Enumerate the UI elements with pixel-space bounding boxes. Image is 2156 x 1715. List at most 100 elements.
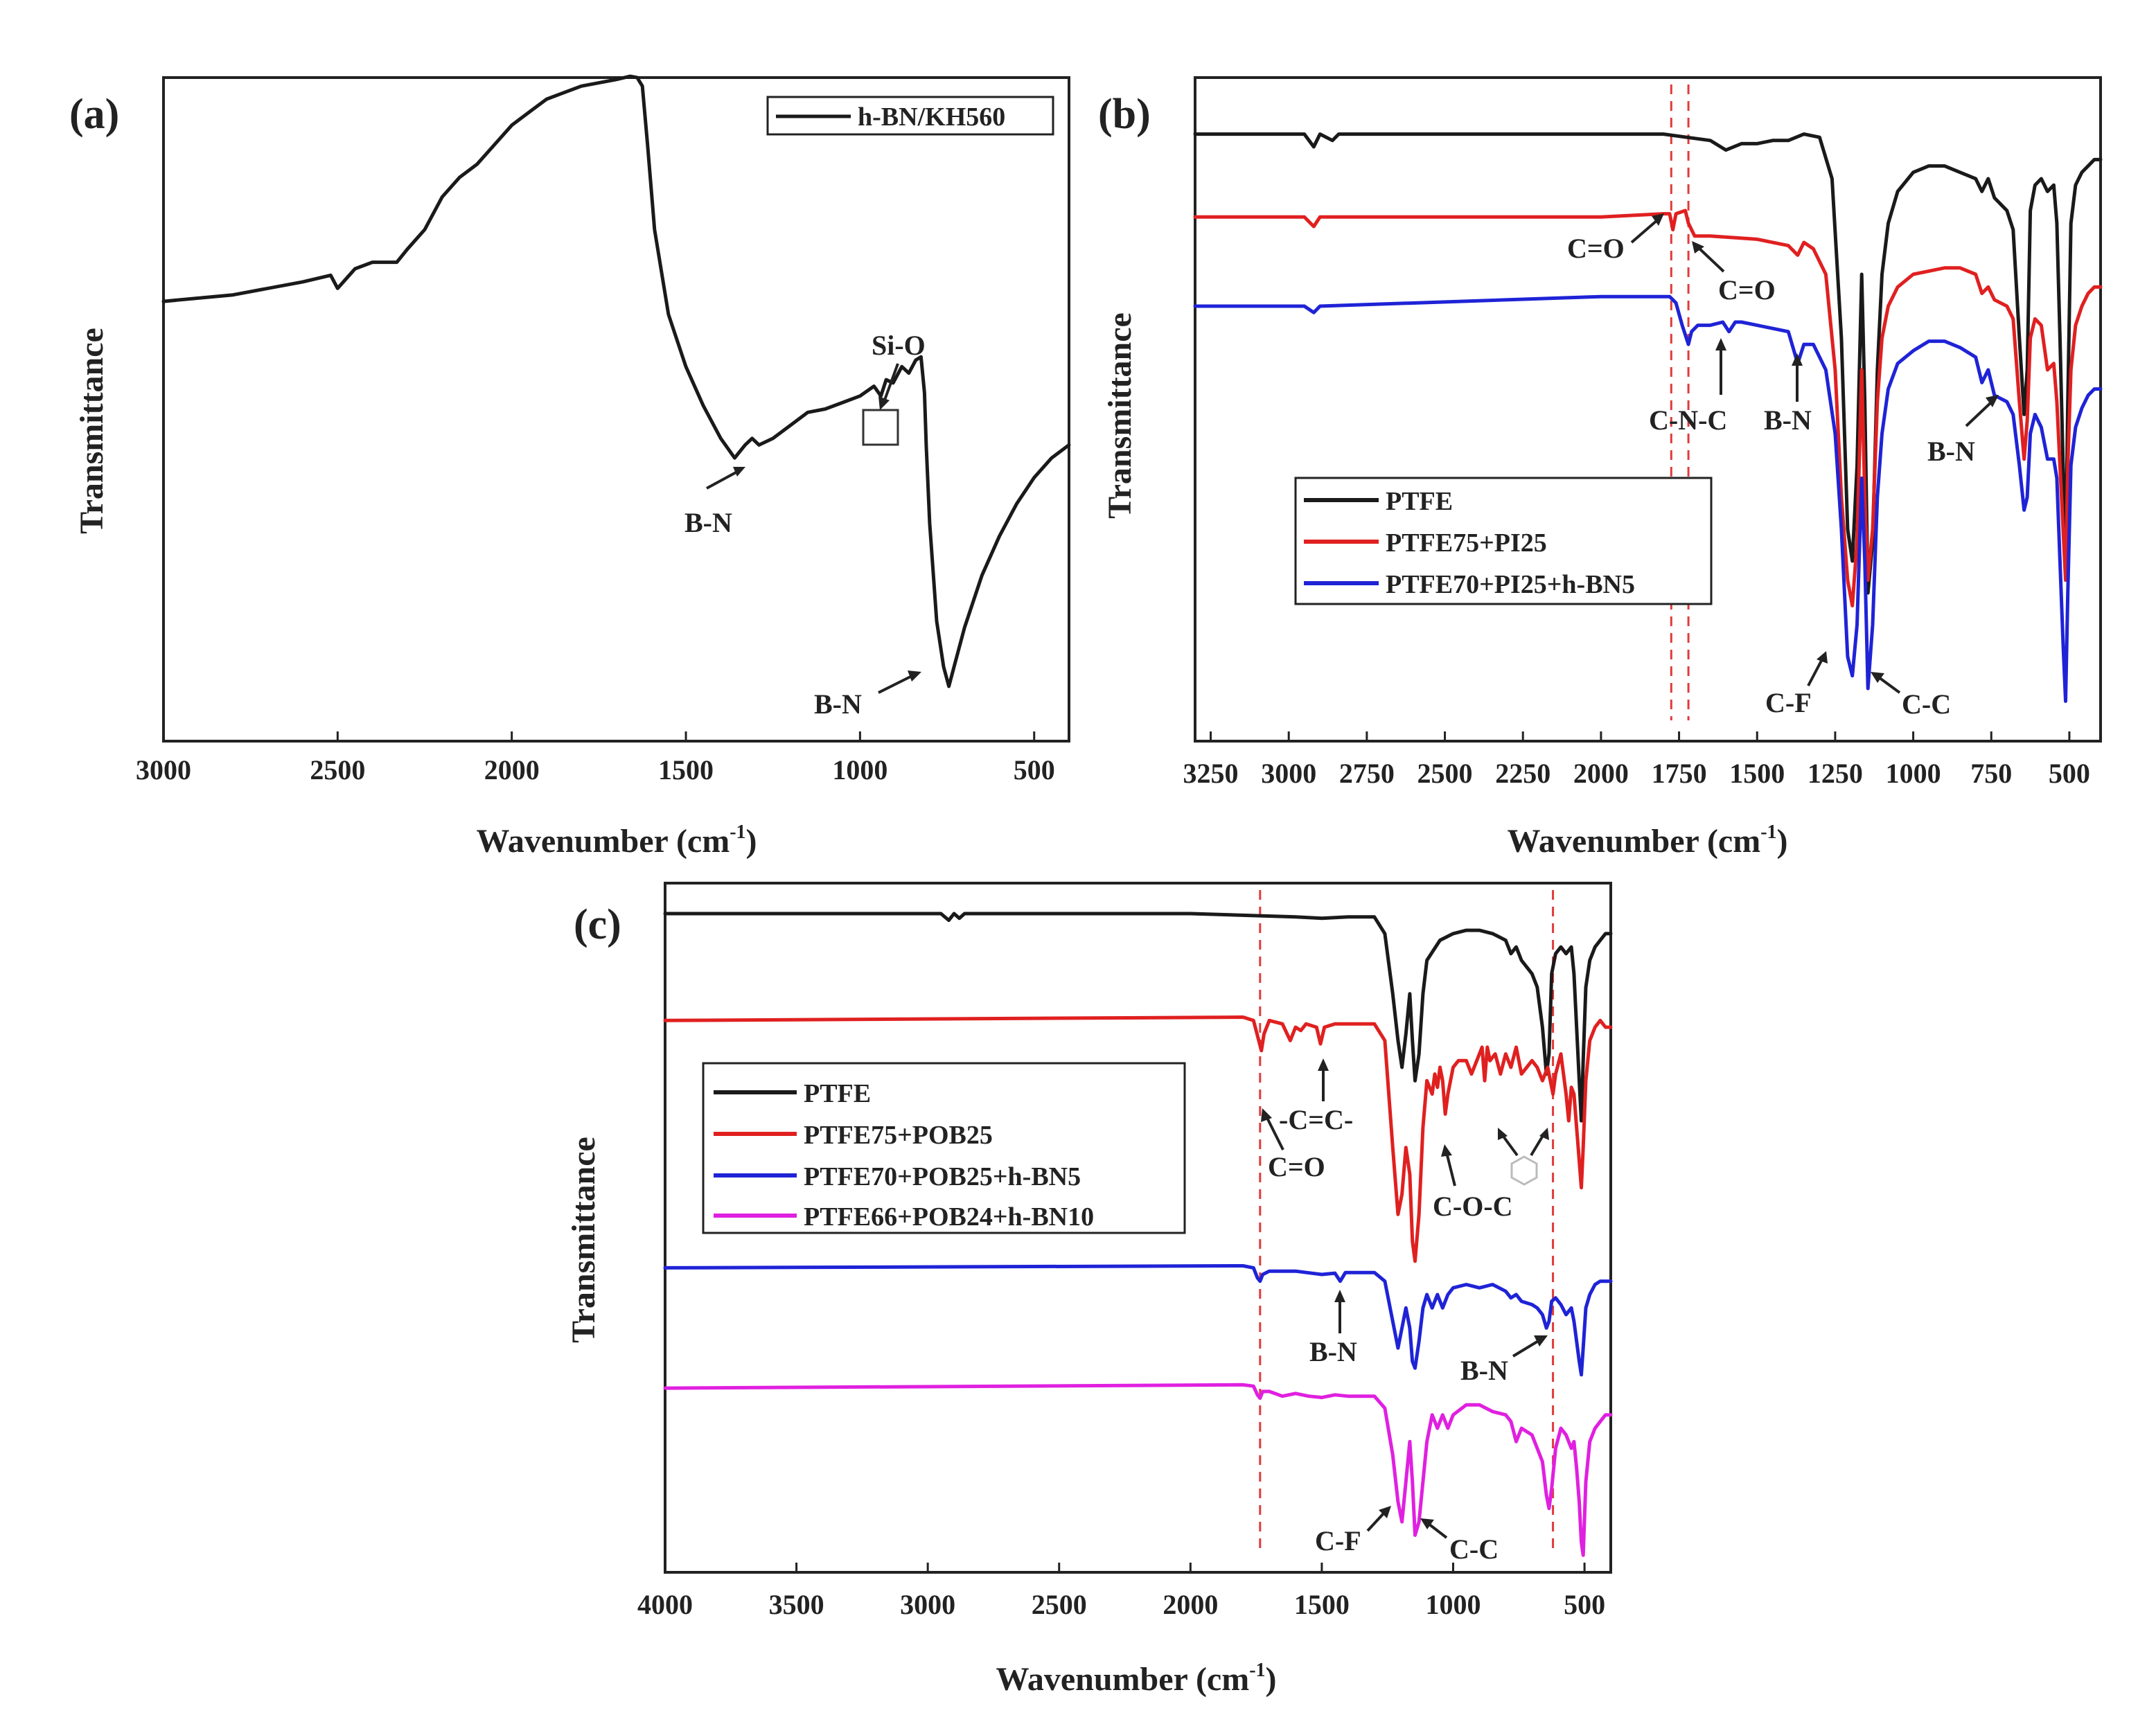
panel-c-arrowhead-bn1 [1334,1290,1345,1302]
panel-c-ylabel: Transmittance [565,1137,602,1343]
panel-c-arrowhead-cc [1420,1518,1434,1529]
panel-b-annot-co2: C=O [1718,274,1776,305]
panel-a-xlabel: Wavenumber (cm-1) [476,821,757,860]
panel-c-label: (c) [574,901,621,948]
xtick-label: 1500 [658,754,714,785]
panel-a-arrow-sio [883,363,899,402]
xtick-label: 2500 [1417,758,1473,789]
xtick-label: 500 [1014,754,1055,785]
panel-c-arrowhead-bn2 [1534,1335,1548,1347]
series-line-ptfe [663,912,1613,1123]
benzene-ring-shape [1510,1155,1538,1186]
panel-c-legend-label-0: PTFE [804,1079,871,1108]
panel-a-label: (a) [69,91,119,138]
panel-b-ticks: 3250 3000 2750 2500 2250 2000 1750 1500 1250 1000… [1183,731,2090,789]
panel-c-frame [664,882,1612,1574]
xtick-label: 2500 [310,754,365,785]
xtick-label: 1000 [1886,758,1941,789]
panel-c-arrow-bn2 [1512,1339,1541,1358]
panel-b-annot-co1: C=O [1567,233,1625,264]
panel-b-legend-label-2: PTFE70+PI25+h-BN5 [1386,570,1635,599]
benzene-arrowhead-right [1539,1128,1549,1140]
panel-b-xlabel: Wavenumber (cm-1) [1507,821,1787,860]
xtick-label: 3250 [1183,758,1239,789]
panel-b-arrowhead-cnc [1715,338,1726,350]
panel-c-xlabel-sup: -1 [1249,1660,1265,1681]
panel-c-arrowhead-cf [1379,1506,1391,1518]
panel-c-xlabel-tail: ) [1266,1661,1277,1698]
panel-c-ticks: 4000 3500 3000 2500 2000 1500 1000 500 [637,1563,1605,1620]
panel-b-arrow-co2 [1697,247,1725,273]
panel-c-xlabel: Wavenumber (cm-1) [996,1660,1276,1698]
panel-c-annot-bn2: B-N [1460,1355,1508,1386]
panel-c-annot-cc: C-C [1449,1534,1499,1565]
benzene-ring-icon [1498,1128,1549,1186]
panel-a-legend-label-0: h-BN/KH560 [858,103,1005,132]
panel-b-reference-lines [1670,85,1690,720]
panel-b-arrowhead-cf [1817,651,1828,664]
panel-c: (c) 4000 3500 3000 2500 2000 1500 1000 500 PTFE… [565,882,1613,1698]
benzene-arrowhead-left [1498,1128,1508,1140]
xtick-label: 2000 [1573,758,1629,789]
panel-a-arrow-bn1 [706,470,739,490]
panel-b-annot-cc: C-C [1902,688,1951,720]
panel-c-annot-cf: C-F [1315,1525,1361,1556]
panel-b-arrowhead-co2 [1692,241,1704,254]
panel-c-arrow-coc [1445,1152,1456,1187]
xtick-label: 2000 [484,754,540,785]
panel-b-arrow-bn2 [1965,400,1993,427]
xtick-label: 4000 [637,1589,693,1620]
panel-a-frame [162,76,1070,743]
xtick-label: 2750 [1339,758,1395,789]
panel-c-xlabel-main: Wavenumber (cm [996,1661,1249,1698]
panel-c-annot-cc-double: -C=C- [1279,1104,1353,1135]
benzene-arrow-left [1501,1133,1519,1157]
panel-c-plot-area [663,912,1613,1557]
series-line-ptfe70-pi25-h-bn5 [1193,294,2103,703]
panel-a-annot-bn1: B-N [684,507,732,538]
panel-b-arrow-co1 [1630,219,1659,244]
panel-b-xlabel-main: Wavenumber (cm [1507,823,1760,860]
panel-b-arrowhead-bn2 [1986,395,1999,407]
xtick-label: 750 [1970,758,2012,789]
panel-c-legend: PTFE PTFE75+POB25 PTFE70+POB25+h-BN5 PTF… [702,1062,1186,1234]
panel-b-legend-label-1: PTFE75+PI25 [1386,528,1547,558]
panel-b-ylabel: Transmittance [1102,312,1138,519]
panel-b: (b) 3250 3000 2750 2500 2250 2000 1750 1500 1250… [1098,76,2103,860]
panel-c-arrowhead-cc-double [1318,1058,1329,1071]
xtick-label: 2000 [1163,1589,1218,1620]
panel-b-arrowhead-cc [1871,672,1884,683]
panel-b-annot-bn2: B-N [1927,436,1975,467]
panel-b-arrowhead-bn1 [1792,353,1803,366]
xtick-label: 3000 [136,754,191,785]
xtick-label: 1000 [832,754,887,785]
xtick-label: 2500 [1032,1589,1087,1620]
panel-a-ylabel: Transmittance [73,328,110,534]
benzene-arrow-right [1530,1133,1545,1157]
xtick-label: 1750 [1652,758,1707,789]
panel-b-arrow-cc [1877,676,1901,694]
panel-b-legend-label-0: PTFE [1386,487,1453,516]
series-line-ptfe70-pob25-h-bn5 [663,1264,1613,1377]
panel-b-arrow-cf [1807,659,1823,686]
panel-a-arrowhead-bn2 [908,670,921,682]
panel-a-legend: h-BN/KH560 [766,96,1054,136]
panel-b-annot-bn1: B-N [1764,405,1812,436]
panel-b-label: (b) [1098,91,1151,138]
panel-a-xlabel-tail: ) [746,823,757,860]
panel-c-annot-bn1: B-N [1309,1336,1357,1367]
series-line-h-bn-kh560 [161,74,1071,688]
xtick-label: 2250 [1495,758,1550,789]
panel-b-legend: PTFE PTFE75+PI25 PTFE70+PI25+h-BN5 [1294,477,1713,605]
panel-c-legend-label-2: PTFE70+POB25+h-BN5 [804,1162,1081,1191]
panel-b-xlabel-sup: -1 [1760,821,1776,843]
xtick-label: 3000 [1261,758,1316,789]
panel-b-annot-cnc: C-N-C [1649,405,1727,436]
panel-b-frame [1194,76,2102,743]
panel-c-legend-label-3: PTFE66+POB24+h-BN10 [804,1202,1094,1232]
series-line-ptfe66-pob24-h-bn10 [663,1383,1613,1557]
panel-a-annot-bn2: B-N [814,688,862,720]
panel-a-xlabel-main: Wavenumber (cm [476,823,730,860]
panel-b-xlabel-tail: ) [1777,823,1788,860]
